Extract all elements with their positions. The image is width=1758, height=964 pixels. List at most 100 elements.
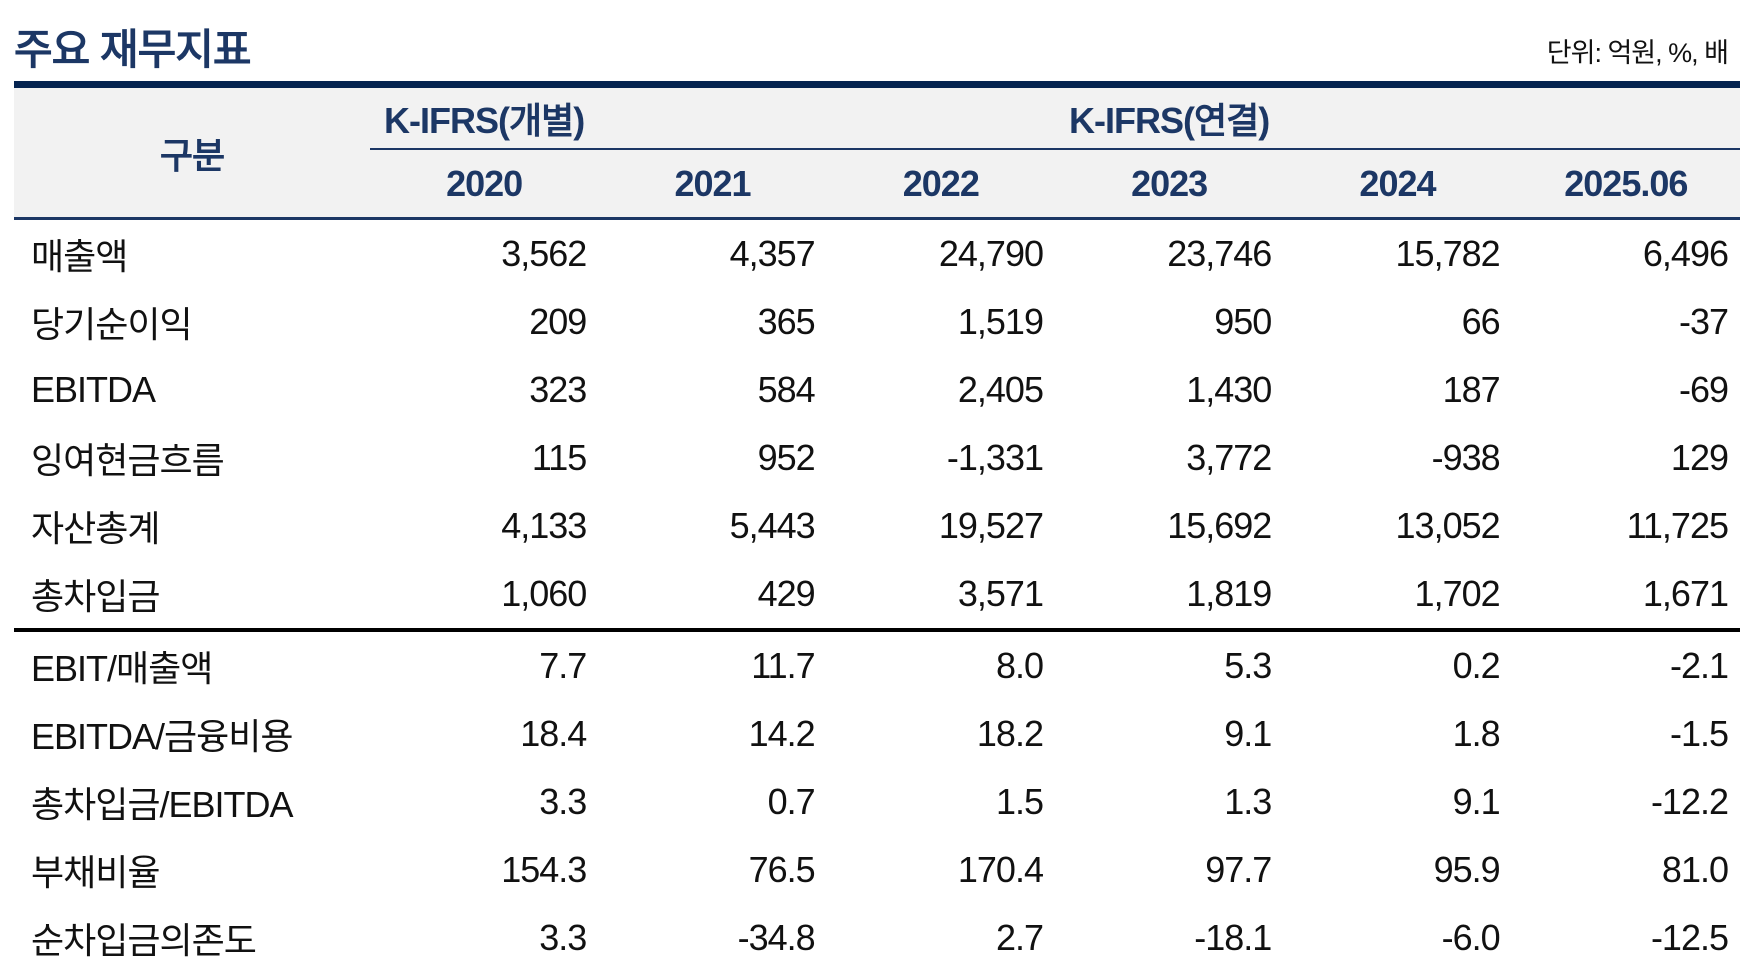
cell-value: 97.7 [1205, 849, 1272, 890]
cell-value: 6,496 [1642, 233, 1729, 274]
cell-value: 154.3 [501, 849, 587, 890]
cell-value: 1,671 [1511, 560, 1740, 632]
cell-value: 1,519 [957, 301, 1044, 342]
cell-value: 9.1 [1452, 781, 1501, 822]
page-title: 주요 재무지표 [14, 25, 252, 73]
row-label: EBITDA [31, 369, 156, 410]
cell-value: 323 [529, 369, 587, 410]
cell-value: 4,357 [729, 233, 816, 274]
cell-value: 3,571 [826, 560, 1055, 632]
group-header-row: 구분 K-IFRS(개별) K-IFRS(연결) [14, 84, 1740, 220]
table-row: 총차입금 1,060 429 3,571 1,819 1,702 1,671 [14, 560, 1740, 632]
cell-value: 5,443 [729, 505, 816, 546]
row-label: 부채비율 [31, 852, 160, 893]
cell-value: 8.0 [995, 645, 1044, 686]
cell-value: 18.4 [520, 713, 587, 754]
cell-value: 81.0 [1661, 849, 1729, 890]
cell-value: 1,819 [1054, 560, 1284, 632]
table-header: 구분 K-IFRS(개별) K-IFRS(연결) 2020 2021 2022 … [14, 84, 1740, 220]
group-header-spacer [598, 84, 827, 150]
group-header-spacer [1511, 84, 1740, 150]
cell-value: 5.3 [1224, 645, 1272, 686]
cell-value: 365 [757, 301, 816, 342]
cell-value: 187 [1442, 369, 1501, 410]
cell-value: 3,772 [1186, 437, 1272, 478]
cell-value: 14.2 [748, 713, 816, 754]
row-label: 매출액 [31, 236, 128, 277]
cell-value: 429 [598, 560, 827, 632]
cell-value: 23,746 [1167, 233, 1272, 274]
cell-value: -37 [1678, 301, 1729, 342]
cell-value: 3.3 [539, 917, 587, 958]
cell-value: 129 [1670, 437, 1729, 478]
table-row: 매출액 3,562 4,357 24,790 23,746 15,782 6,496 [14, 219, 1740, 289]
row-label: 잉여현금흐름 [31, 440, 225, 481]
header-bar: 주요 재무지표 단위: 억원, %, 배 [0, 0, 1758, 81]
year-header: 2023 [1054, 149, 1284, 220]
cell-value: 18.2 [976, 713, 1044, 754]
table-row: EBITDA/금융비용 18.4 14.2 18.2 9.1 1.8 -1.5 [14, 700, 1740, 768]
cell-value: 950 [1214, 301, 1272, 342]
row-label: 당기순이익 [31, 304, 193, 345]
table-row: EBIT/매출액 7.7 11.7 8.0 5.3 0.2 -2.1 [14, 630, 1740, 700]
cell-value: 1.8 [1452, 713, 1501, 754]
cell-value: -2.1 [1669, 645, 1729, 686]
row-label: 총차입금 [14, 560, 370, 632]
cell-value: 66 [1461, 301, 1501, 342]
cell-value: 1,430 [1186, 369, 1272, 410]
table-row: 순차입금의존도 3.3 -34.8 2.7 -18.1 -6.0 -12.5 [14, 904, 1740, 964]
table-row: 총차입금/EBITDA 3.3 0.7 1.5 1.3 9.1 -12.2 [14, 768, 1740, 836]
cell-value: 13,052 [1395, 505, 1501, 546]
cell-value: 1,060 [370, 560, 599, 632]
cell-value: -12.2 [1650, 781, 1729, 822]
corner-header: 구분 [14, 84, 370, 220]
cell-value: 19,527 [938, 505, 1044, 546]
year-header: 2024 [1283, 149, 1512, 220]
cell-value: -69 [1678, 369, 1729, 410]
cell-value: 1.3 [1224, 781, 1272, 822]
cell-value: 2.7 [995, 917, 1044, 958]
cell-value: -12.5 [1650, 917, 1729, 958]
cell-value: -34.8 [737, 917, 816, 958]
cell-value: 170.4 [957, 849, 1044, 890]
cell-value: 952 [757, 437, 816, 478]
cell-value: 115 [531, 437, 587, 478]
cell-value: -1,331 [946, 437, 1044, 478]
cell-value: -1.5 [1669, 713, 1729, 754]
cell-value: 11.7 [751, 645, 815, 686]
cell-value: 11,725 [1626, 505, 1729, 546]
cell-value: 24,790 [938, 233, 1044, 274]
cell-value: 95.9 [1433, 849, 1501, 890]
row-label: 순차입금의존도 [31, 920, 257, 961]
cell-value: 1.5 [995, 781, 1044, 822]
group-header-consolidated: K-IFRS(연결) [1054, 84, 1284, 150]
table-row: 당기순이익 209 365 1,519 950 66 -37 [14, 288, 1740, 356]
row-label: EBIT/매출액 [31, 648, 213, 689]
cell-value: 209 [529, 301, 587, 342]
row-label: 자산총계 [31, 508, 160, 549]
cell-value: -18.1 [1194, 917, 1272, 958]
unit-note: 단위: 억원, %, 배 [1546, 38, 1729, 68]
table-row: 자산총계 4,133 5,443 19,527 15,692 13,052 11,725 [14, 492, 1740, 560]
cell-value: 9.1 [1224, 713, 1272, 754]
table-body: 매출액 3,562 4,357 24,790 23,746 15,782 6,496 당기순이… [14, 219, 1740, 964]
group-header-spacer [826, 84, 1055, 150]
table-row: 부채비율 154.3 76.5 170.4 97.7 95.9 81.0 [14, 836, 1740, 904]
cell-value: 4,133 [501, 505, 587, 546]
cell-value: 2,405 [957, 369, 1044, 410]
cell-value: 7.7 [539, 645, 587, 686]
group-header-individual: K-IFRS(개별) [370, 84, 599, 150]
cell-value: 15,782 [1395, 233, 1501, 274]
cell-value: -6.0 [1441, 917, 1501, 958]
cell-value: 1,702 [1283, 560, 1512, 632]
cell-value: 3,562 [501, 233, 587, 274]
group-header-spacer [1283, 84, 1512, 150]
table-row: EBITDA 323 584 2,405 1,430 187 -69 [14, 356, 1740, 424]
row-label: 총차입금/EBITDA [31, 784, 294, 825]
cell-value: 76.5 [748, 849, 816, 890]
year-header: 2022 [826, 149, 1055, 220]
cell-value: 3.3 [539, 781, 587, 822]
year-header: 2025.06 [1511, 149, 1740, 220]
financial-table: 구분 K-IFRS(개별) K-IFRS(연결) 2020 2021 2022 … [14, 81, 1740, 964]
